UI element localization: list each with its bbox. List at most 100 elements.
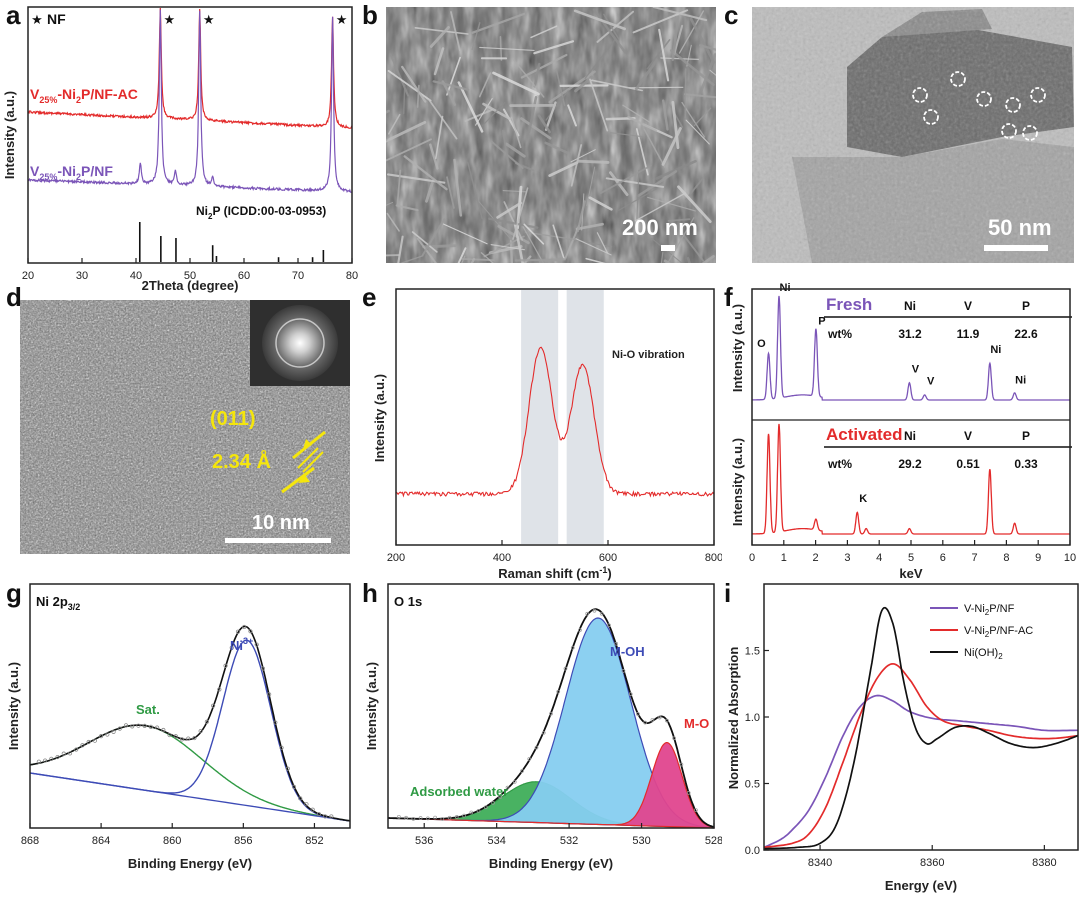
sem-flake (429, 143, 439, 170)
eds-fresh-peak-label-4: V (927, 376, 935, 388)
raman-xlabel: Raman shift (cm-1) (498, 565, 612, 581)
sem-flake (709, 69, 716, 76)
xps-ni-data-point (273, 720, 278, 725)
xps-o-data-point (636, 712, 640, 716)
xps-ni-background (29, 772, 351, 822)
xps-ni-title: Ni 2p3/2 (36, 594, 80, 612)
panel-label-c: c (724, 0, 739, 30)
xps-ni-data-point (136, 723, 141, 728)
xps-ni-data-point (117, 726, 122, 731)
xps-o-data-point (454, 815, 459, 819)
lattice-arrowhead-top (303, 439, 312, 449)
xrd-frame (27, 6, 353, 264)
panel-label-a: a (6, 0, 21, 30)
sem-flake (655, 159, 697, 180)
xps-ni-data-point (61, 751, 66, 756)
chart-e-raman: 200 400 600 800 Raman shift (cm-1) Intensity … (372, 288, 722, 581)
sem-flake (520, 117, 552, 140)
xrd-xtick-label-3: 50 (184, 270, 196, 282)
sem-flake (527, 96, 538, 134)
xps-ni-data-point (260, 666, 265, 671)
xps-ni-ylabel: Intensity (a.u.) (6, 662, 21, 750)
sem-flake (544, 141, 571, 156)
xps-o-xtick-label-2: 532 (560, 835, 578, 847)
xrd-series-label-0: V25%-Ni2P/NF-AC (30, 86, 138, 105)
xps-ni-data-point (80, 743, 85, 748)
xps-o-data-point (599, 611, 604, 616)
sem-flake (386, 212, 400, 232)
xanes-xlabel: Energy (eV) (885, 878, 957, 893)
xps-o-data-point (498, 795, 503, 799)
xanes-frame (763, 583, 1079, 851)
eds-xtick-label-3: 3 (844, 552, 850, 564)
xps-ni-data-point (186, 736, 191, 741)
xps-o-data-point (491, 801, 495, 805)
sem-flake (533, 62, 541, 88)
sem-flake (443, 223, 488, 245)
panel-label-e: e (362, 282, 377, 312)
eds-fresh-header-2: P (1022, 299, 1030, 313)
sem-flake (429, 25, 450, 48)
sem-flake (461, 257, 495, 262)
xps-ni-data-point (323, 814, 328, 819)
xps-ni-data-point (223, 663, 228, 668)
sem-flake (403, 155, 448, 191)
sem-flake (478, 72, 492, 98)
raman-xtick-label-0: 200 (387, 552, 405, 564)
panel-label-f: f (724, 282, 733, 312)
xps-ni-data-point (179, 737, 185, 742)
sem-flake (411, 231, 438, 253)
eds-activated-row-label: wt% (827, 457, 852, 471)
xrd-xlabel: 2Theta (degree) (142, 278, 239, 293)
xps-ni-data-point (142, 723, 147, 728)
xps-o-data-point (462, 813, 466, 818)
eds-xtick-label-2: 2 (813, 552, 819, 564)
xps-o-data-point (534, 745, 539, 750)
lattice-fringe-1 (297, 447, 319, 469)
xps-ni-xtick-label-1: 864 (92, 835, 110, 847)
scale-d-bar (225, 538, 331, 543)
sem-flake (671, 15, 680, 61)
xps-ni-data-point (173, 734, 178, 739)
xps-ni-data-point (310, 807, 315, 812)
fft-ring (275, 318, 325, 368)
chart-a-xrd: 20 30 40 50 60 70 80 2Theta (degree) Intensity (… (2, 6, 358, 293)
xrd-star-1: ★ (203, 12, 215, 27)
sem-flake (386, 121, 427, 143)
xps-o-label-moh: M-OH (610, 644, 645, 659)
sem-flake (668, 104, 684, 128)
tem-circle-3 (1005, 97, 1021, 113)
eds-xtick-label-7: 7 (972, 552, 978, 564)
eds-fresh-header-1: V (964, 299, 972, 313)
xanes-ytick-label-0: 0.0 (745, 845, 760, 857)
xanes-ylabel: Normalized Absorption (726, 647, 741, 790)
sem-flake (636, 170, 678, 198)
sem-flake (662, 99, 669, 131)
xps-ni-data-point (86, 739, 91, 745)
sem-flake (387, 70, 432, 102)
xrd-ref-label: Ni2P (ICDD:00-03-0953) (196, 204, 326, 221)
xps-o-data-point (643, 720, 648, 725)
xps-o-data-point (665, 718, 669, 723)
sem-flake (634, 192, 687, 222)
sem-flake (634, 58, 659, 91)
xps-ni-ni3-label: Ni3+ (230, 636, 253, 653)
sem-flake (577, 159, 610, 164)
sem-flake (661, 127, 682, 166)
sem-flake (501, 129, 510, 167)
xps-o-data-point (397, 814, 401, 819)
lattice-arrow-bottom (281, 466, 315, 494)
scale-b-bar (661, 245, 675, 251)
sem-flake (386, 254, 400, 257)
xps-ni-data-point (291, 784, 297, 789)
sem-flake (685, 119, 710, 145)
xps-o-data-point (570, 645, 575, 650)
eds-fresh-header-0: Ni (904, 299, 916, 313)
xrd-xtick-label-2: 40 (130, 270, 142, 282)
xps-ni-data-point (235, 629, 241, 634)
xps-o-envelope (388, 608, 715, 828)
tem-circle-2 (976, 91, 992, 107)
xrd-series-label-1: V25%-Ni2P/NF (30, 163, 113, 182)
xps-ni-data-point (36, 759, 41, 764)
tem-circles (912, 71, 1046, 141)
